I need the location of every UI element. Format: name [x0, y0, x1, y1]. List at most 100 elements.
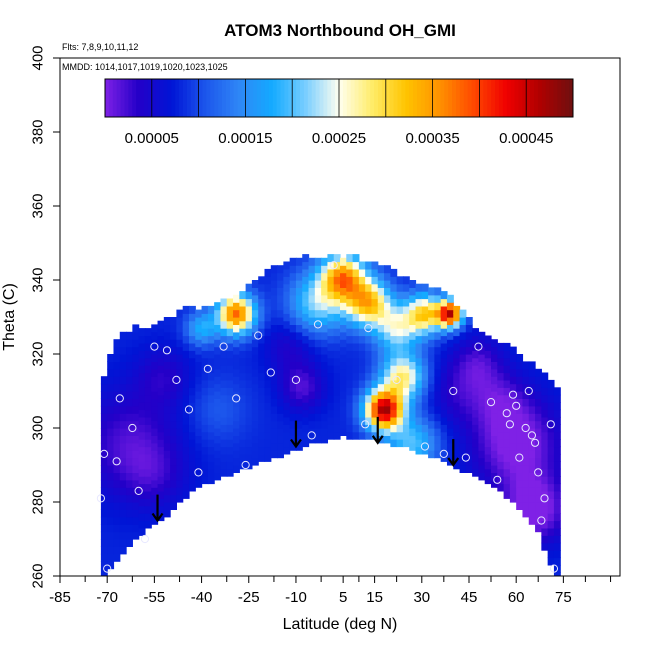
field-cell [295, 346, 303, 355]
colorbar-swatch [549, 79, 554, 117]
field-cell [390, 283, 398, 292]
colorbar-swatch [339, 79, 344, 117]
field-cell [188, 335, 196, 344]
field-cell [220, 446, 228, 455]
field-cell [270, 376, 278, 385]
field-cell [371, 409, 379, 418]
field-cell [176, 391, 184, 399]
field-cell [132, 339, 140, 348]
field-cell [547, 557, 555, 566]
field-cell [522, 376, 530, 385]
field-cell [107, 472, 115, 481]
field-cell [340, 294, 347, 303]
field-cell [409, 287, 417, 296]
field-cell [553, 527, 561, 536]
field-cell [371, 402, 379, 411]
field-cell [308, 294, 316, 303]
field-cell [176, 361, 184, 370]
field-cell [352, 424, 360, 433]
field-cell [321, 420, 329, 429]
field-cell [365, 342, 373, 351]
field-cell [170, 368, 177, 377]
field-cell [100, 413, 108, 422]
field-cell [302, 305, 310, 314]
colorbar-swatch [537, 79, 543, 117]
field-cell [491, 361, 498, 370]
field-cell [226, 446, 234, 455]
field-cell [132, 494, 140, 503]
field-cell [314, 361, 322, 370]
field-cell [402, 379, 410, 388]
field-cell [201, 365, 209, 374]
colorbar-swatch [350, 79, 356, 117]
field-cell [214, 398, 222, 407]
field-cell [258, 342, 266, 351]
field-cell [478, 405, 486, 414]
field-cell [182, 446, 190, 455]
field-cell [472, 379, 480, 388]
field-cell [151, 472, 159, 481]
field-cell [396, 431, 404, 440]
field-cell [170, 398, 177, 407]
field-cell [295, 428, 303, 436]
field-cell [157, 416, 165, 425]
field-cell [270, 287, 278, 296]
field-cell [321, 354, 329, 362]
field-cell [371, 394, 379, 403]
field-cell [295, 339, 303, 348]
field-cell [251, 442, 259, 451]
field-cell [119, 346, 127, 355]
field-cell [107, 509, 115, 518]
field-cell [503, 490, 511, 499]
field-cell [188, 357, 196, 366]
field-cell [283, 342, 291, 351]
field-cell [321, 405, 329, 414]
observation-point [521, 423, 530, 433]
field-cell [182, 313, 190, 322]
field-cell [434, 354, 442, 362]
colorbar-swatch [331, 79, 336, 117]
field-cell [446, 405, 454, 414]
field-cell [352, 402, 360, 411]
field-cell [396, 313, 404, 322]
field-cell [308, 391, 316, 399]
colorbar-swatch [264, 79, 270, 117]
field-cell [113, 509, 121, 518]
field-cell [151, 405, 159, 414]
field-cell [295, 324, 303, 333]
field-cell [459, 383, 467, 392]
field-cell [346, 379, 354, 388]
field-cell [516, 413, 524, 422]
field-cell [113, 339, 121, 348]
field-cell [440, 379, 448, 388]
field-cell [113, 405, 121, 414]
field-cell [346, 416, 354, 425]
field-cell [226, 379, 234, 388]
field-cell [522, 472, 530, 481]
field-cell [258, 283, 266, 292]
field-cell [371, 424, 379, 433]
field-cell [365, 291, 373, 300]
field-cell [151, 509, 159, 518]
field-cell [541, 542, 549, 551]
field-cell [358, 268, 366, 277]
field-cell [535, 457, 542, 466]
field-cell [402, 431, 410, 440]
field-cell [138, 431, 146, 440]
field-cell [421, 283, 429, 292]
field-cell [277, 383, 284, 392]
colorbar-swatch [432, 79, 437, 117]
field-cell [547, 379, 555, 388]
field-cell [503, 379, 511, 388]
field-cell [163, 472, 171, 481]
field-cell [195, 368, 203, 377]
field-cell [415, 328, 423, 337]
field-cell [522, 494, 530, 503]
field-cell [327, 402, 335, 411]
field-cell [201, 313, 209, 322]
field-cell [207, 305, 215, 314]
field-cell [233, 450, 240, 459]
colorbar-swatch [323, 79, 328, 117]
colorbar-swatch [444, 79, 449, 117]
field-cell [402, 365, 410, 374]
